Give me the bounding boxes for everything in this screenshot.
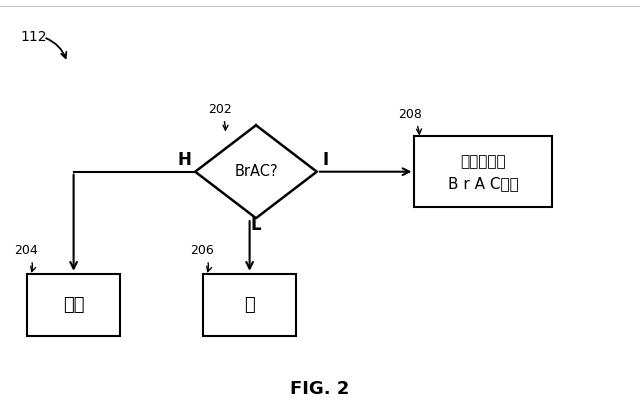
Text: 208: 208	[398, 108, 422, 134]
Text: 206: 206	[191, 244, 214, 271]
Text: FIG. 2: FIG. 2	[291, 380, 349, 398]
Text: L: L	[251, 216, 261, 234]
Text: H: H	[177, 151, 191, 168]
Text: アクティブ: アクティブ	[460, 154, 506, 169]
Text: 不可: 不可	[63, 296, 84, 314]
Text: 202: 202	[208, 103, 232, 130]
Text: B r A C測定: B r A C測定	[448, 176, 518, 191]
Bar	[415, 137, 552, 207]
Text: 112: 112	[20, 30, 47, 44]
Bar	[28, 274, 120, 336]
Text: BrAC?: BrAC?	[234, 164, 278, 179]
Text: 可: 可	[244, 296, 255, 314]
Bar	[204, 274, 296, 336]
Text: 204: 204	[15, 244, 38, 271]
Text: I: I	[322, 151, 328, 168]
